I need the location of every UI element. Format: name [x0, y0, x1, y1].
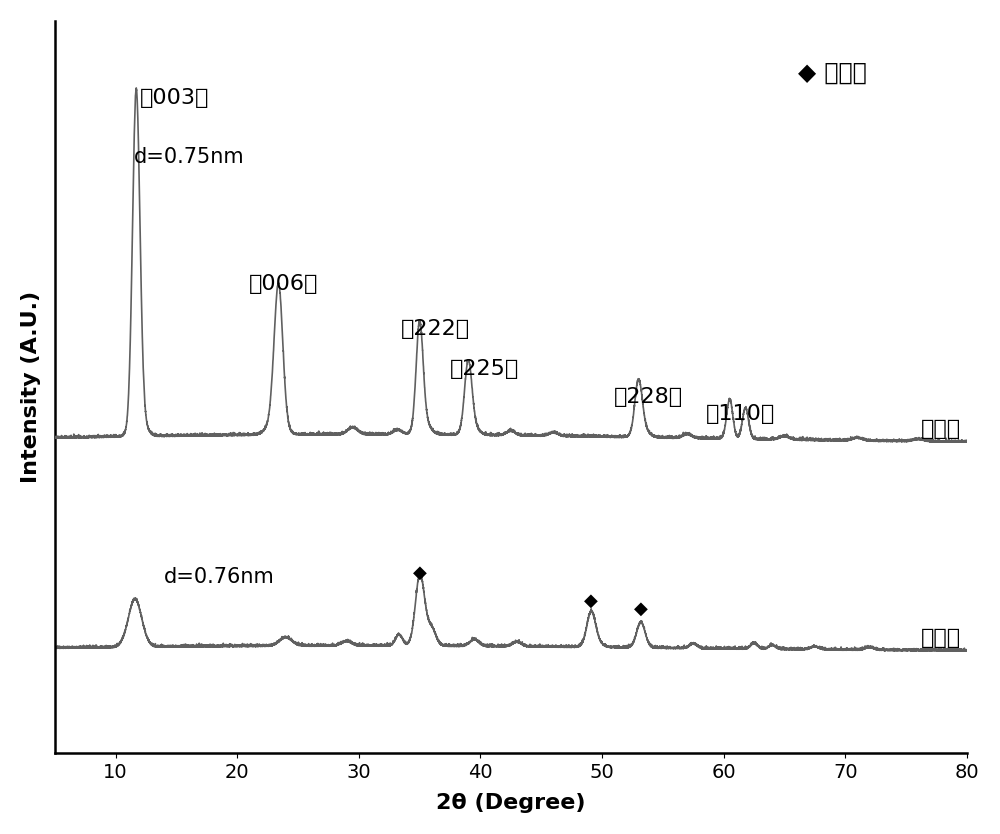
Text: （222）: （222） — [401, 319, 470, 339]
Text: ◆: ◆ — [413, 564, 427, 581]
X-axis label: 2θ (Degree): 2θ (Degree) — [436, 793, 586, 813]
Text: （110）: （110） — [705, 404, 775, 424]
Text: ◆: ◆ — [584, 591, 598, 610]
Text: （003）: （003） — [140, 88, 209, 108]
Text: （006）: （006） — [249, 274, 319, 294]
Text: 球磨前: 球磨前 — [921, 420, 961, 440]
Text: 球磨后: 球磨后 — [921, 628, 961, 648]
Text: d=0.76nm: d=0.76nm — [164, 567, 275, 587]
Text: d=0.75nm: d=0.75nm — [134, 148, 244, 168]
Text: ◆ 氧化鐵: ◆ 氧化鐵 — [798, 61, 867, 85]
Text: （225）: （225） — [450, 359, 519, 379]
Text: （228）: （228） — [614, 387, 683, 407]
Text: ◆: ◆ — [634, 600, 648, 618]
Y-axis label: Intensity (A.U.): Intensity (A.U.) — [21, 291, 41, 483]
